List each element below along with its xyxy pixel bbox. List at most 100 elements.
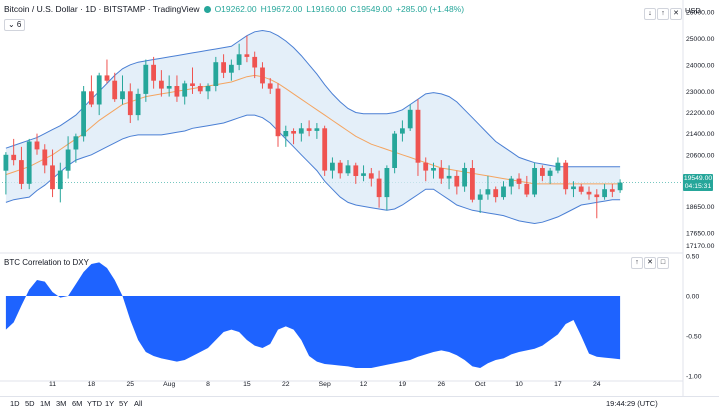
- chart-header: Bitcoin / U.S. Dollar · 1D · BITSTAMP · …: [4, 4, 464, 14]
- ohlc-open: O19262.00: [214, 4, 257, 14]
- bar-countdown: 04:15:31: [684, 183, 712, 190]
- candle-body: [563, 162, 569, 190]
- candle-body: [306, 128, 312, 131]
- candle-body: [143, 64, 149, 94]
- time-tick-label: 11: [49, 381, 56, 388]
- candle-body: [431, 168, 436, 171]
- close-icon[interactable]: ✕: [670, 8, 682, 20]
- candle-body: [438, 168, 444, 179]
- candle-body: [540, 168, 545, 176]
- candle-body: [617, 182, 623, 191]
- candle-body: [508, 178, 514, 187]
- timeframe-1m[interactable]: 1M: [40, 399, 51, 408]
- candle-body: [376, 178, 382, 198]
- candle-body: [283, 131, 289, 137]
- price-tick-label: 22200.00: [686, 110, 715, 117]
- candle-body: [89, 91, 94, 105]
- arrow-down-icon[interactable]: ↓: [644, 8, 656, 20]
- timeframe-3m[interactable]: 3M: [56, 399, 67, 408]
- close-icon[interactable]: ✕: [644, 257, 656, 269]
- candle-body: [127, 91, 133, 116]
- candle-body: [65, 149, 71, 171]
- timeframe-ytd[interactable]: YTD: [87, 399, 102, 408]
- timeframe-6m[interactable]: 6M: [72, 399, 83, 408]
- candle-body: [26, 141, 32, 184]
- candle-body: [586, 191, 592, 195]
- candle-body: [96, 75, 102, 105]
- candle-body: [57, 170, 63, 190]
- ohlc-high: H19672.00: [260, 4, 303, 14]
- candle-body: [446, 175, 452, 179]
- time-tick-label: Oct: [475, 381, 486, 388]
- last-price-tag: 19549.00 04:15:31: [683, 174, 713, 191]
- time-tick-label: 8: [206, 381, 210, 388]
- time-tick-label: 15: [243, 381, 251, 388]
- currency-selector[interactable]: USD: [685, 6, 701, 15]
- candle-body: [524, 183, 530, 195]
- price-tick-label: 21400.00: [686, 131, 715, 138]
- utc-clock: 19:44:29 (UTC): [606, 399, 658, 408]
- candle-body: [477, 194, 483, 200]
- maximize-icon[interactable]: □: [657, 257, 669, 269]
- arrow-up-icon[interactable]: ↑: [631, 257, 643, 269]
- candle-body: [174, 86, 180, 97]
- candle-body: [555, 162, 561, 171]
- price-tick-label: 20600.00: [686, 152, 715, 159]
- candle-body: [213, 62, 219, 86]
- candlesticks[interactable]: [3, 35, 623, 219]
- candle-body: [50, 165, 55, 190]
- candle-body: [120, 91, 125, 100]
- corr-tick-label: 0.50: [686, 254, 699, 261]
- candle-body: [361, 173, 366, 176]
- candle-body: [415, 109, 421, 163]
- time-tick-label: 10: [515, 381, 523, 388]
- timeframe-5y[interactable]: 5Y: [119, 399, 129, 408]
- candle-body: [229, 64, 234, 73]
- candle-body: [275, 88, 281, 137]
- price-tick-label: 17170.00: [686, 243, 715, 250]
- timeframe-all[interactable]: All: [134, 399, 143, 408]
- correlation-area-fill: [5, 262, 621, 368]
- ohlc-change: +285.00 (+1.48%): [396, 4, 465, 14]
- timeframe-5d[interactable]: 5D: [25, 399, 35, 408]
- symbol-title[interactable]: Bitcoin / U.S. Dollar · 1D · BITSTAMP · …: [4, 4, 200, 14]
- candle-body: [330, 162, 335, 171]
- candle-body: [609, 189, 615, 192]
- market-status-icon: [203, 5, 211, 13]
- candle-body: [151, 64, 156, 81]
- price-tick-label: 17650.00: [686, 230, 715, 237]
- candle-body: [11, 154, 17, 161]
- upper-band-line: [5, 29, 621, 168]
- arrow-up-icon[interactable]: ↑: [657, 8, 669, 20]
- candle-body: [298, 128, 304, 134]
- last-price: 19549.00: [683, 175, 713, 182]
- candle-body: [190, 83, 195, 86]
- price-tick-label: 24000.00: [686, 62, 715, 69]
- candle-body: [470, 168, 475, 200]
- axes: 17170.00 17650.00 18650.00 20600.00 21400.00…: [49, 9, 715, 388]
- candle-body: [493, 189, 499, 198]
- candle-body: [571, 186, 576, 190]
- time-tick-label: Sep: [319, 381, 331, 388]
- lower-band-line: [5, 114, 621, 225]
- candle-body: [3, 154, 9, 171]
- indicators-toggle[interactable]: ⌄ 6: [4, 19, 26, 31]
- time-tick-label: 18: [88, 381, 96, 388]
- candle-body: [454, 175, 460, 187]
- time-tick-label: 25: [127, 381, 135, 388]
- corr-tick-label: -1.00: [686, 374, 702, 381]
- candle-body: [314, 128, 320, 131]
- candle-body: [516, 178, 522, 184]
- price-tick-label: 25000.00: [686, 36, 715, 43]
- correlation-area: [5, 262, 621, 368]
- candle-body: [384, 168, 390, 198]
- candle-body: [236, 54, 242, 65]
- timeframe-1d[interactable]: 1D: [10, 399, 20, 408]
- candle-body: [81, 91, 86, 137]
- timeframe-1y[interactable]: 1Y: [105, 399, 115, 408]
- bollinger-bands: [5, 29, 621, 225]
- candle-body: [602, 189, 607, 198]
- corr-tick-label: -0.50: [686, 334, 702, 341]
- band-fill: [5, 30, 621, 224]
